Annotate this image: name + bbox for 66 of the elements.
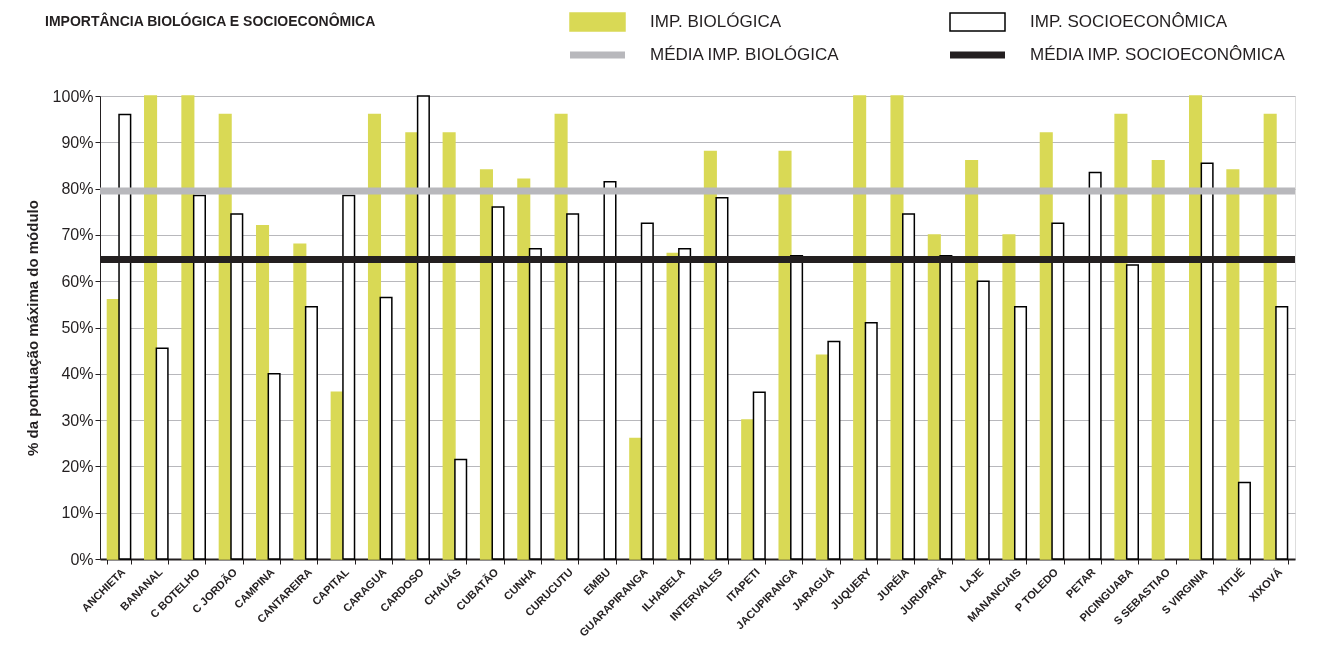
y-tick-label: 60% — [61, 272, 94, 290]
bar — [902, 213, 916, 560]
bar — [1189, 95, 1203, 560]
bar — [181, 95, 195, 560]
bar — [1275, 305, 1289, 560]
bar — [517, 178, 531, 560]
bar — [640, 222, 654, 560]
bar — [379, 296, 393, 560]
bar — [715, 197, 729, 560]
legend-label: IMP. BIOLÓGICA — [650, 12, 782, 31]
y-tick-label: 10% — [61, 504, 94, 522]
bar — [1013, 305, 1028, 560]
y-tick-label: 80% — [61, 180, 94, 198]
bar — [256, 224, 270, 560]
bar — [1200, 162, 1214, 560]
bar — [230, 213, 244, 560]
y-tick-label: 30% — [61, 411, 94, 429]
bar — [267, 373, 281, 560]
bar — [342, 194, 356, 560]
legend-label: MÉDIA IMP. SOCIOECONÔMICA — [1030, 45, 1286, 64]
y-tick-label: 70% — [61, 226, 94, 244]
bar — [890, 95, 904, 560]
y-tick-label: 90% — [61, 133, 94, 151]
bar — [155, 347, 169, 560]
bar — [442, 132, 456, 560]
bar — [939, 254, 953, 560]
bar — [790, 254, 804, 560]
y-tick-label: 20% — [61, 457, 94, 475]
bar — [1088, 171, 1102, 560]
bar — [491, 206, 505, 560]
bar — [528, 248, 542, 560]
legend-label: IMP. SOCIOECONÔMICA — [1030, 12, 1228, 31]
bar — [293, 243, 307, 560]
bar — [778, 150, 792, 560]
bar — [1114, 113, 1128, 560]
bar — [827, 340, 841, 560]
bar — [566, 213, 580, 560]
bar — [416, 95, 430, 560]
bar — [678, 248, 692, 560]
legend-label: MÉDIA IMP. BIOLÓGICA — [650, 45, 840, 64]
y-axis-title: % da pontuação máxima do módulo — [23, 200, 41, 456]
bar — [1125, 264, 1139, 560]
bar — [965, 160, 979, 560]
bar — [629, 437, 643, 560]
bar — [603, 180, 617, 560]
y-tick-label: 50% — [61, 319, 94, 336]
y-tick-label: 100% — [52, 87, 94, 105]
bar — [1151, 160, 1165, 560]
bar — [118, 113, 132, 560]
y-tick-label: 40% — [61, 365, 94, 383]
bar — [1226, 169, 1240, 560]
bar — [304, 305, 318, 560]
bar — [976, 280, 990, 560]
bar — [454, 458, 468, 560]
bar — [1002, 234, 1016, 560]
bar — [752, 391, 766, 560]
bar — [853, 95, 867, 560]
chart-title: IMPORTÂNCIA BIOLÓGICA E SOCIOECONÔMICA — [45, 12, 376, 29]
bar — [864, 322, 878, 560]
bar — [367, 113, 382, 560]
bar — [741, 419, 755, 560]
bar — [1237, 481, 1251, 560]
bar — [1051, 222, 1065, 560]
y-tick-label: 0% — [70, 550, 94, 568]
bar — [192, 194, 206, 560]
bar — [144, 95, 158, 560]
